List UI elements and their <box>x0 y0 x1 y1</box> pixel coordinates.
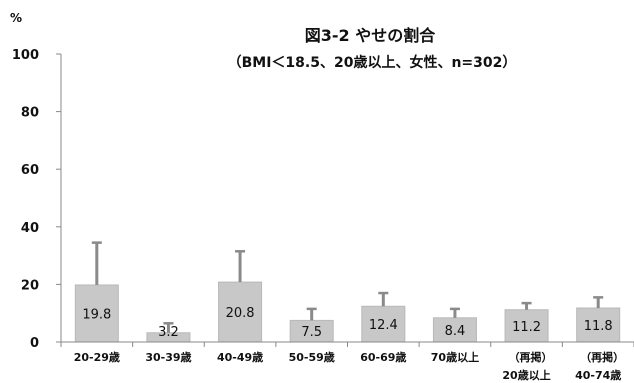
category-label: 60-69歳 <box>360 350 406 364</box>
chart-subtitle: （BMI＜18.5、20歳以上、女性、n=302） <box>228 54 517 71</box>
category-label: （再掲） <box>509 350 553 364</box>
bar <box>504 309 549 343</box>
bar-value-label: 3.2 <box>158 325 179 340</box>
y-tick-label: 80 <box>21 106 39 121</box>
y-tick-label: 40 <box>21 221 39 236</box>
value-labels: 19.8 3.2 20.8 7.5 12.4 8.4 11.2 11.8 <box>82 306 612 340</box>
category-label: 70歳以上 <box>431 350 479 364</box>
y-axis: 0 20 40 60 80 100 <box>12 48 62 351</box>
y-tick-label: 60 <box>21 163 39 178</box>
y-unit-label: % <box>10 11 22 25</box>
error-bars <box>91 241 604 333</box>
category-label: 30-39歳 <box>145 350 191 364</box>
chart-title: 図3-2 やせの割合 <box>305 26 436 45</box>
category-label: （再掲） <box>580 350 624 364</box>
y-tick-label: 100 <box>12 48 39 63</box>
bar-value-label: 11.2 <box>512 320 541 335</box>
category-label: 40-49歳 <box>217 350 263 364</box>
bar-value-label: 12.4 <box>369 318 398 333</box>
category-label: 20-29歳 <box>74 350 120 364</box>
bar-value-label: 8.4 <box>445 324 466 339</box>
bar <box>576 307 621 343</box>
bar <box>218 281 263 343</box>
y-tick-label: 0 <box>30 336 39 351</box>
bar-value-label: 19.8 <box>82 307 111 322</box>
category-label: 40-74歳 <box>575 368 621 382</box>
y-tick-label: 20 <box>21 278 39 293</box>
bar-value-label: 20.8 <box>226 306 255 321</box>
category-label: 50-59歳 <box>289 350 335 364</box>
x-axis <box>60 341 634 347</box>
category-labels: 20-29歳 30-39歳 40-49歳 50-59歳 60-69歳 70歳以上 （再掲） 2… <box>74 350 624 382</box>
bar-value-label: 11.8 <box>584 319 613 334</box>
bar-value-label: 7.5 <box>301 325 322 340</box>
category-label: 20歳以上 <box>502 368 550 382</box>
